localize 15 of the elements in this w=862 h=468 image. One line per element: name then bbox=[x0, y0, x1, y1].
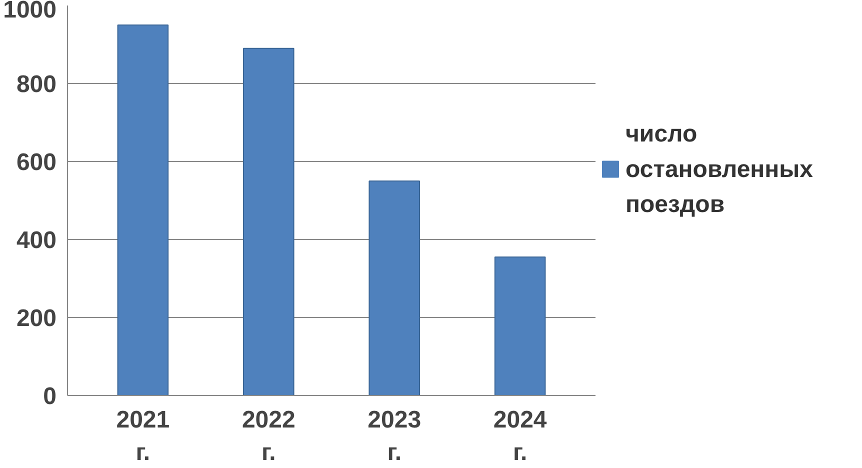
bar bbox=[243, 48, 294, 396]
x-tick-label: 2022 г. bbox=[242, 406, 296, 466]
y-tick-label: 1000 bbox=[3, 0, 56, 24]
x-tick-label: 2023 г. bbox=[368, 406, 422, 466]
bar bbox=[494, 256, 546, 396]
x-tick-label: 2024 г. bbox=[493, 406, 548, 466]
y-tick-label: 600 bbox=[16, 149, 57, 176]
y-tick-label: 200 bbox=[16, 305, 57, 332]
y-tick-label: 800 bbox=[16, 71, 57, 98]
bar bbox=[117, 24, 169, 396]
bar bbox=[368, 180, 420, 396]
y-tick-label: 0 bbox=[43, 383, 57, 410]
x-tick-label: 2021 г. bbox=[116, 406, 170, 466]
y-tick-label: 400 bbox=[16, 227, 57, 254]
legend-label: число остановленных поездов bbox=[626, 120, 814, 218]
